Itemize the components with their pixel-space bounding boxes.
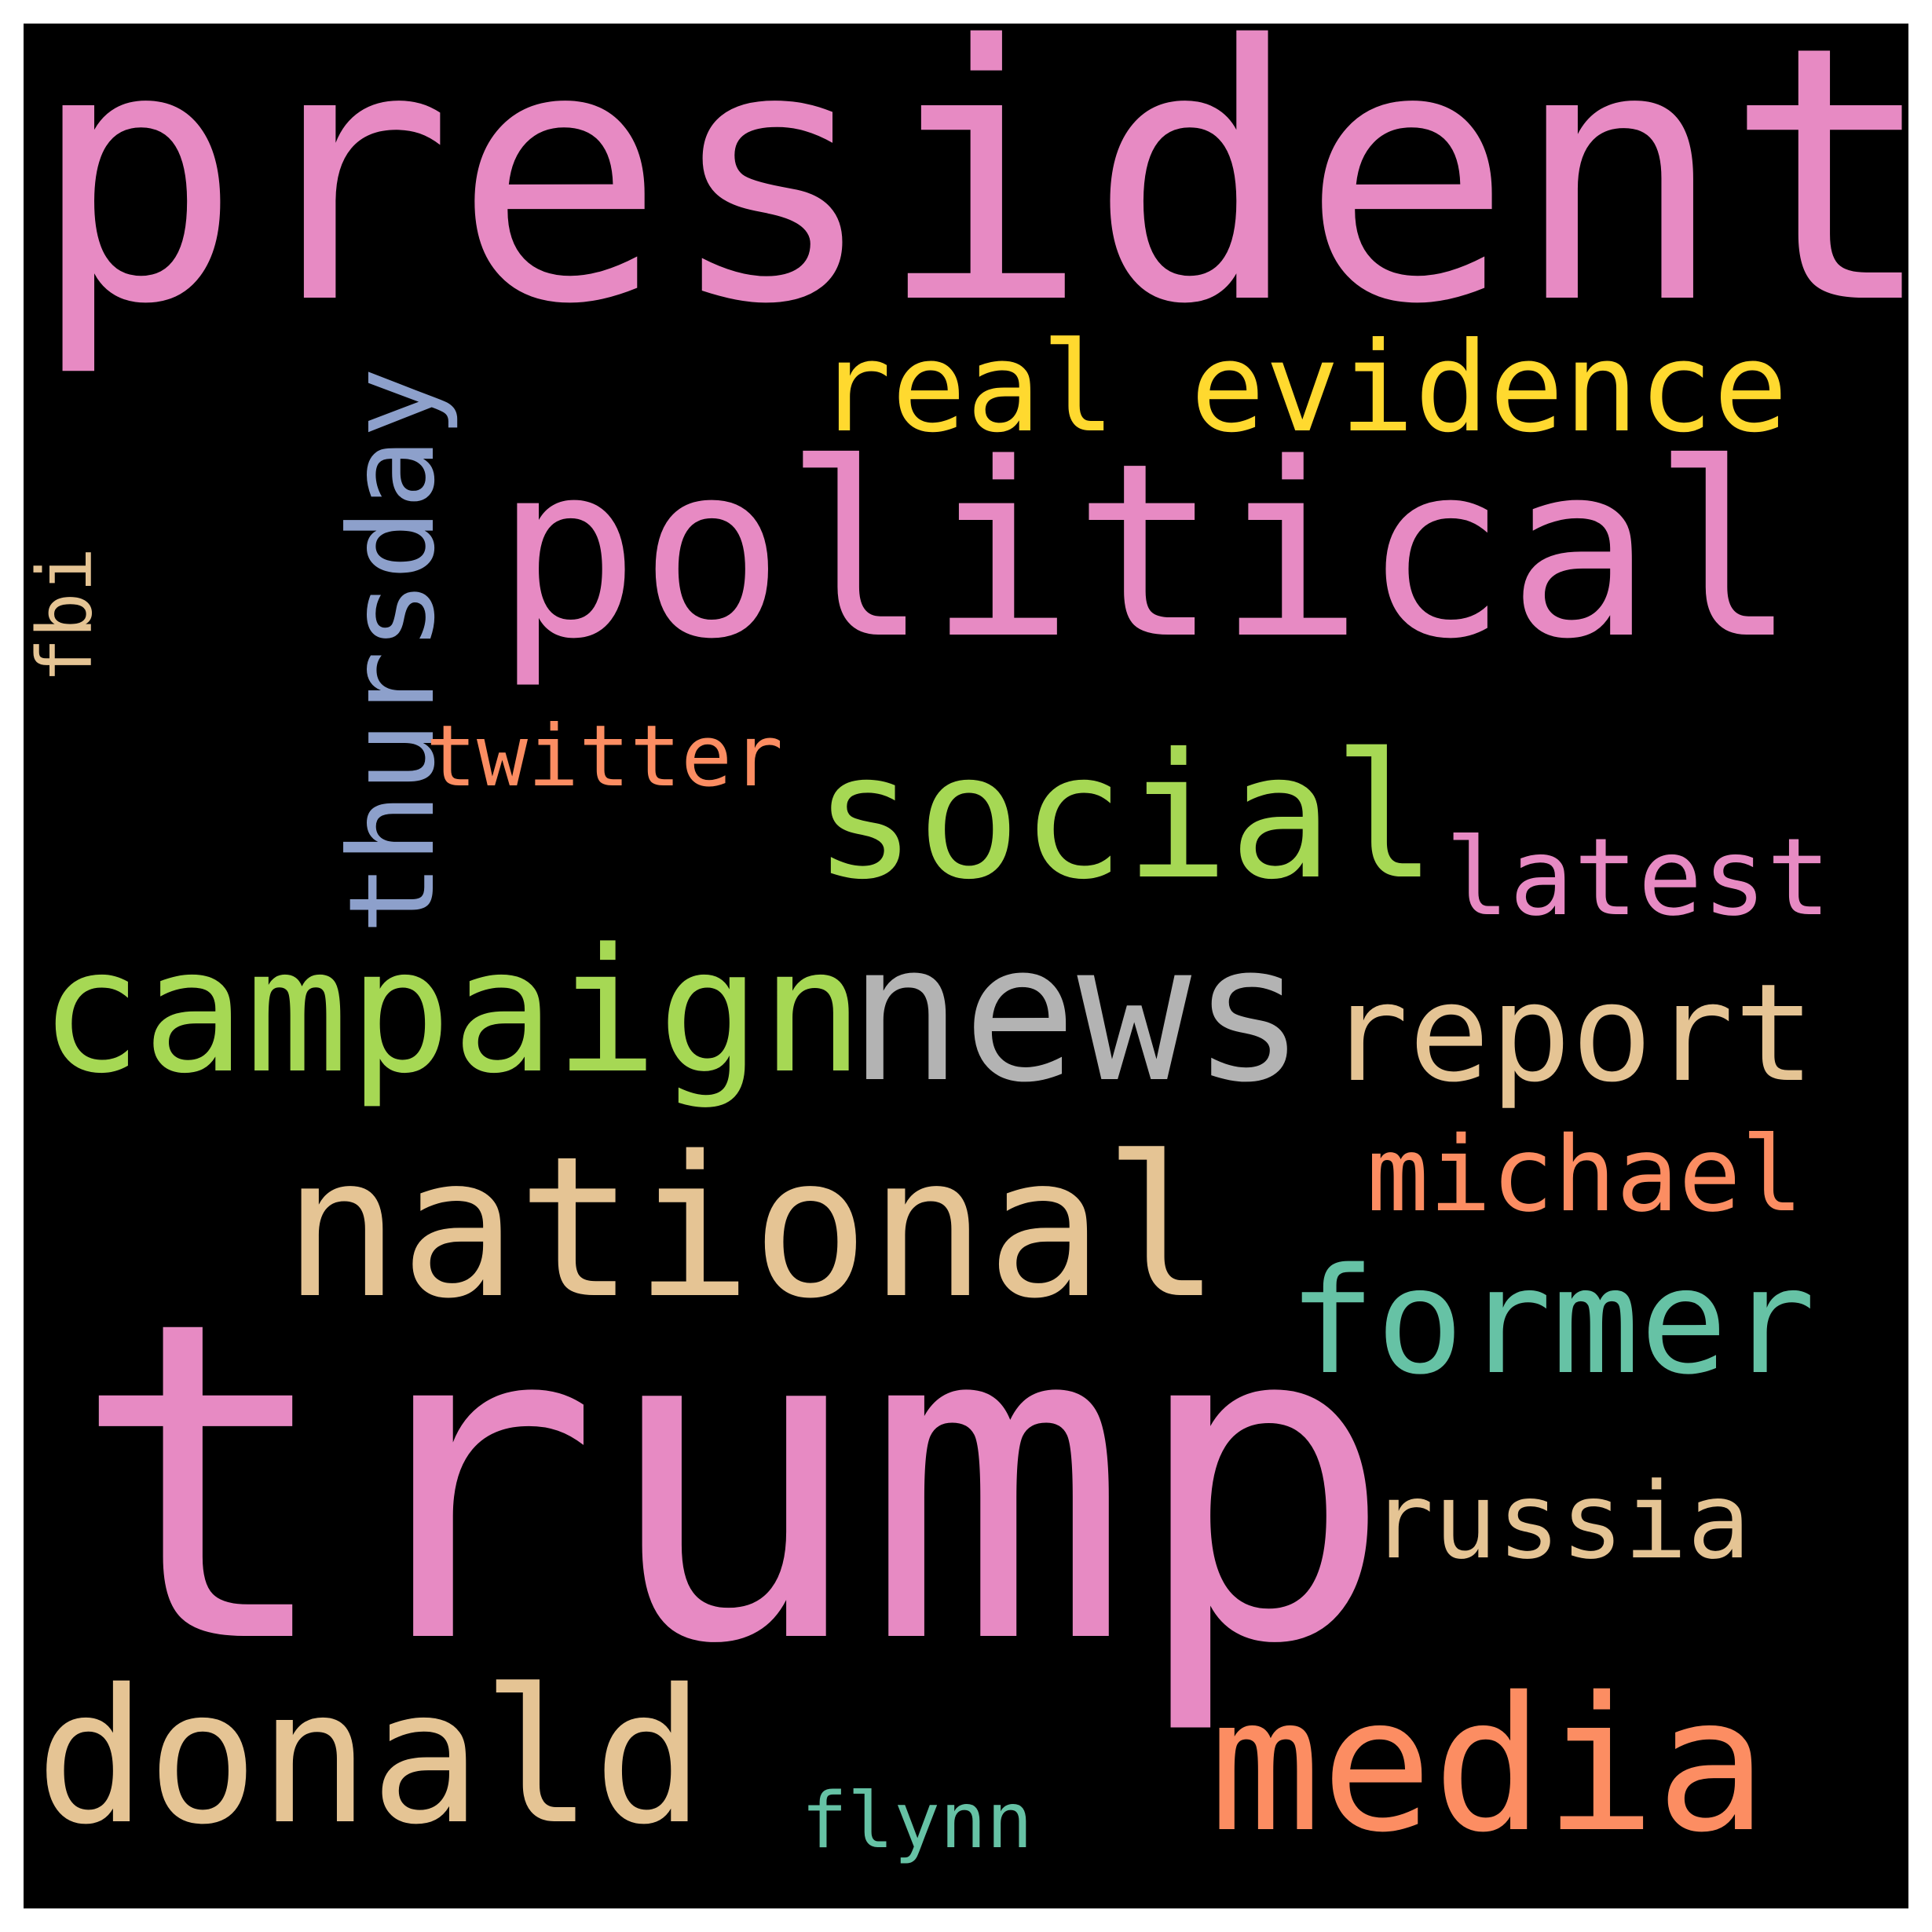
- word-thursday: thursday: [324, 367, 461, 935]
- word-donald: donald: [35, 1649, 705, 1865]
- word-news: news: [848, 903, 1306, 1125]
- word-fbi: fbi: [24, 547, 109, 683]
- word-social: social: [813, 716, 1437, 917]
- word-russia: russia: [1370, 1460, 1751, 1583]
- word-real-evidence: real evidence: [817, 316, 1788, 460]
- word-twitter: twitter: [426, 708, 784, 806]
- word-media: media: [1209, 1657, 1768, 1873]
- word-national: national: [283, 1115, 1221, 1341]
- word-cloud-canvas: president real evidence thursday politic…: [24, 24, 1908, 1908]
- word-president: president: [30, 24, 1908, 381]
- word-campaign: campaign: [39, 913, 864, 1111]
- word-former: former: [1288, 1236, 1816, 1407]
- word-flynn: flynn: [801, 1776, 1034, 1866]
- word-michael: michael: [1367, 1114, 1804, 1235]
- word-latest: latest: [1445, 816, 1831, 940]
- word-trump: trump: [71, 1228, 1395, 1740]
- word-report: report: [1327, 954, 1816, 1112]
- word-political: political: [495, 412, 1798, 692]
